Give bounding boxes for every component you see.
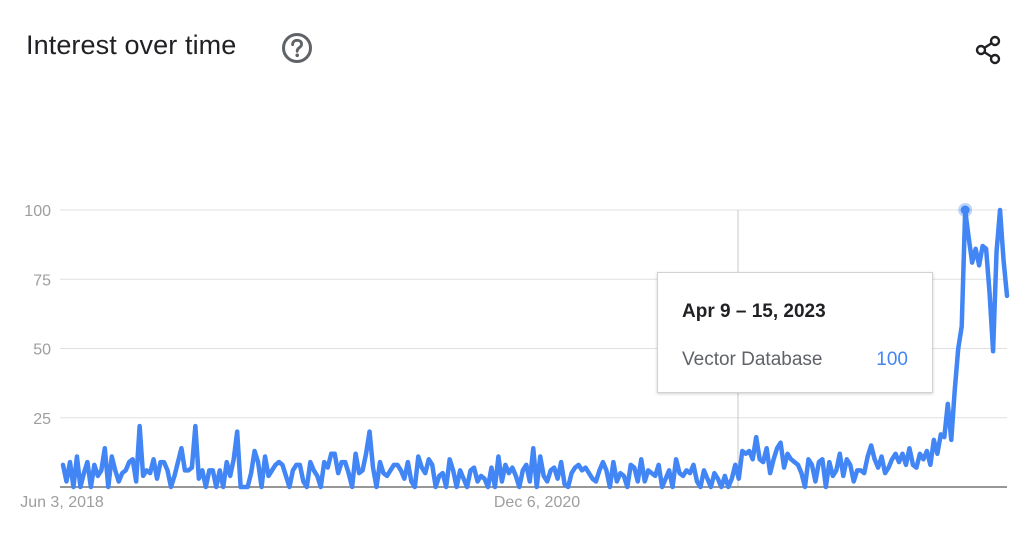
x-tick-label: Dec 6, 2020 [494,494,580,511]
tooltip-series-value: 100 [876,349,908,371]
peak-point [961,206,970,215]
y-tick-label: 50 [33,342,51,359]
chart-tooltip: Apr 9 – 15, 2023 Vector Database 100 [657,272,933,393]
y-tick-label: 25 [33,411,51,428]
tooltip-series-name: Vector Database [682,349,822,371]
tooltip-date: Apr 9 – 15, 2023 [682,301,826,323]
y-tick-label: 100 [24,203,51,220]
y-tick-label: 75 [33,272,51,289]
x-tick-label: Jun 3, 2018 [20,494,104,511]
